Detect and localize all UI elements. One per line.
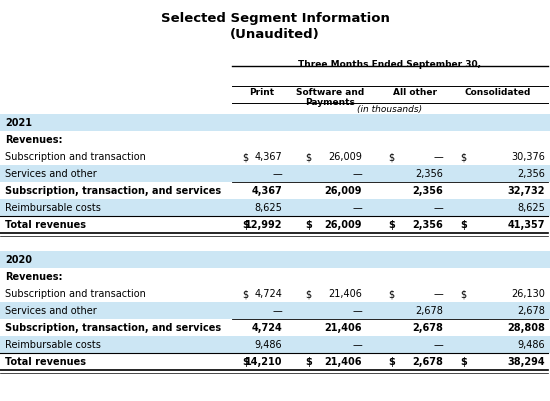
Text: 21,406: 21,406 bbox=[324, 323, 362, 333]
Text: $: $ bbox=[388, 220, 395, 230]
Text: Print: Print bbox=[250, 88, 274, 97]
Text: 26,009: 26,009 bbox=[324, 186, 362, 196]
Bar bbox=[0, 149, 550, 166]
Bar bbox=[0, 336, 550, 353]
Text: —: — bbox=[433, 340, 443, 350]
Bar bbox=[0, 217, 550, 233]
Text: $: $ bbox=[242, 152, 248, 162]
Bar bbox=[0, 182, 550, 200]
Text: Three Months Ended September 30,: Three Months Ended September 30, bbox=[299, 60, 481, 69]
Text: 21,406: 21,406 bbox=[328, 289, 362, 299]
Text: Subscription and transaction: Subscription and transaction bbox=[5, 289, 146, 299]
Text: —: — bbox=[433, 152, 443, 162]
Text: 4,367: 4,367 bbox=[254, 152, 282, 162]
Text: 4,724: 4,724 bbox=[251, 323, 282, 333]
Text: 2,678: 2,678 bbox=[415, 306, 443, 316]
Text: $: $ bbox=[305, 356, 312, 367]
Bar bbox=[0, 132, 550, 149]
Text: Selected Segment Information: Selected Segment Information bbox=[161, 12, 389, 25]
Text: Total revenues: Total revenues bbox=[5, 356, 86, 367]
Bar bbox=[0, 319, 550, 336]
Text: Services and other: Services and other bbox=[5, 306, 97, 316]
Text: 30,376: 30,376 bbox=[511, 152, 545, 162]
Text: Reimbursable costs: Reimbursable costs bbox=[5, 203, 101, 213]
Text: 14,210: 14,210 bbox=[245, 356, 282, 367]
Text: 8,625: 8,625 bbox=[517, 203, 545, 213]
Text: —: — bbox=[352, 169, 362, 179]
Text: Services and other: Services and other bbox=[5, 169, 97, 179]
Text: Revenues:: Revenues: bbox=[5, 271, 63, 281]
Text: 2,356: 2,356 bbox=[412, 186, 443, 196]
Text: $: $ bbox=[460, 356, 467, 367]
Text: 2021: 2021 bbox=[5, 118, 32, 128]
Text: $: $ bbox=[242, 220, 249, 230]
Text: $: $ bbox=[388, 289, 394, 299]
Text: 28,808: 28,808 bbox=[507, 323, 545, 333]
Bar bbox=[0, 115, 550, 132]
Text: 2020: 2020 bbox=[5, 254, 32, 264]
Text: $: $ bbox=[242, 356, 249, 367]
Text: 32,732: 32,732 bbox=[508, 186, 545, 196]
Bar bbox=[0, 285, 550, 302]
Text: $: $ bbox=[305, 152, 311, 162]
Text: 41,357: 41,357 bbox=[508, 220, 545, 230]
Text: —: — bbox=[433, 289, 443, 299]
Bar bbox=[0, 353, 550, 370]
Text: 9,486: 9,486 bbox=[518, 340, 545, 350]
Text: 38,294: 38,294 bbox=[507, 356, 545, 367]
Text: $: $ bbox=[305, 220, 312, 230]
Text: —: — bbox=[352, 340, 362, 350]
Text: $: $ bbox=[460, 220, 467, 230]
Text: 12,992: 12,992 bbox=[245, 220, 282, 230]
Text: 26,009: 26,009 bbox=[324, 220, 362, 230]
Text: 26,130: 26,130 bbox=[511, 289, 545, 299]
Text: Subscription and transaction: Subscription and transaction bbox=[5, 152, 146, 162]
Text: (Unaudited): (Unaudited) bbox=[230, 28, 320, 41]
Text: 2,356: 2,356 bbox=[517, 169, 545, 179]
Bar bbox=[0, 268, 550, 285]
Text: —: — bbox=[352, 203, 362, 213]
Text: $: $ bbox=[388, 152, 394, 162]
Text: 21,406: 21,406 bbox=[324, 356, 362, 367]
Text: Consolidated: Consolidated bbox=[465, 88, 531, 97]
Bar bbox=[0, 166, 550, 182]
Text: 2,678: 2,678 bbox=[517, 306, 545, 316]
Text: —: — bbox=[272, 169, 282, 179]
Text: —: — bbox=[272, 306, 282, 316]
Text: $: $ bbox=[242, 289, 248, 299]
Text: 2,356: 2,356 bbox=[415, 169, 443, 179]
Text: Revenues:: Revenues: bbox=[5, 135, 63, 145]
Text: —: — bbox=[352, 306, 362, 316]
Text: 2,678: 2,678 bbox=[412, 323, 443, 333]
Text: 26,009: 26,009 bbox=[328, 152, 362, 162]
Text: $: $ bbox=[460, 152, 466, 162]
Text: $: $ bbox=[305, 289, 311, 299]
Text: 4,724: 4,724 bbox=[254, 289, 282, 299]
Bar bbox=[0, 302, 550, 319]
Text: —: — bbox=[433, 203, 443, 213]
Text: $: $ bbox=[388, 356, 395, 367]
Text: 2,356: 2,356 bbox=[412, 220, 443, 230]
Bar bbox=[0, 251, 550, 268]
Bar bbox=[0, 237, 550, 251]
Text: 8,625: 8,625 bbox=[254, 203, 282, 213]
Text: Subscription, transaction, and services: Subscription, transaction, and services bbox=[5, 186, 221, 196]
Text: (in thousands): (in thousands) bbox=[358, 105, 422, 114]
Text: $: $ bbox=[460, 289, 466, 299]
Text: Reimbursable costs: Reimbursable costs bbox=[5, 340, 101, 350]
Text: 2,678: 2,678 bbox=[412, 356, 443, 367]
Text: 9,486: 9,486 bbox=[254, 340, 282, 350]
Text: Total revenues: Total revenues bbox=[5, 220, 86, 230]
Text: All other: All other bbox=[393, 88, 437, 97]
Bar bbox=[0, 200, 550, 217]
Text: Software and
Payments: Software and Payments bbox=[296, 88, 364, 107]
Text: 4,367: 4,367 bbox=[251, 186, 282, 196]
Text: Subscription, transaction, and services: Subscription, transaction, and services bbox=[5, 323, 221, 333]
